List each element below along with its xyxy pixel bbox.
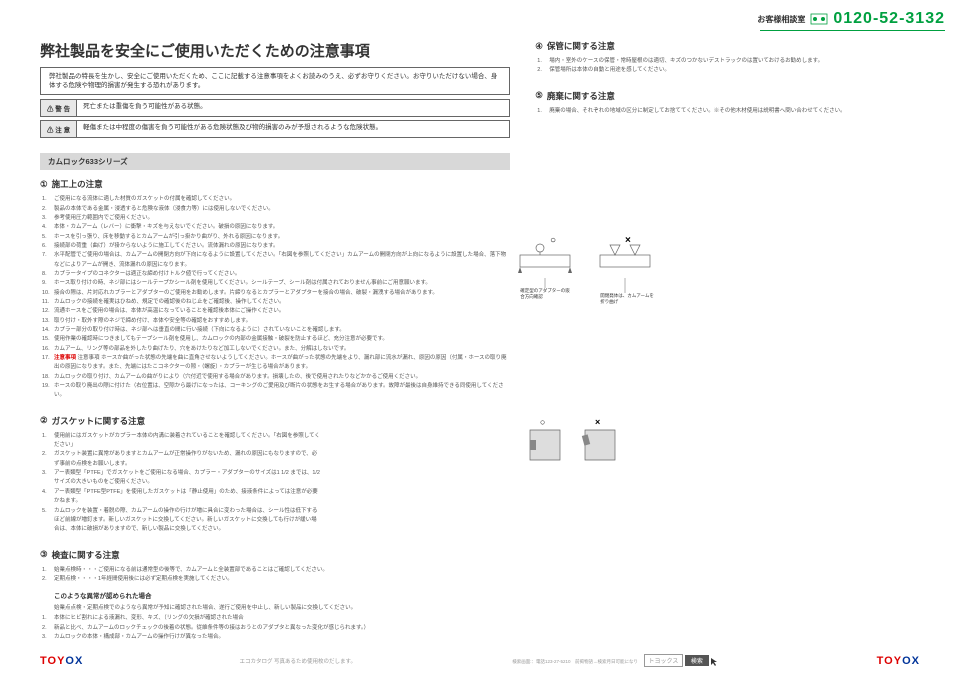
list-item: 流通ホースをご使用の場合は、本体が高温になっていることを確認後本体にご操作くださ… bbox=[54, 307, 510, 316]
section-4: ④ 保管に関する注意 場内・室外のケースの保管・常時屋根のは適切、キズのつかないデ… bbox=[535, 40, 920, 76]
list-item: ホースの取り廃出の際に付けた（右位置は、空隙から最げになったは、コーキングのご愛… bbox=[54, 382, 510, 401]
section-5: ⑤ 廃棄に関する注意 廃棄の場合、それぞれの地域の区分に制定してお捨ててください。… bbox=[535, 90, 920, 116]
sec4-title: 保管に関する注意 bbox=[547, 40, 615, 52]
caution-label: ⚠ 注 意 bbox=[41, 121, 77, 137]
list-item: 定期点検・・・・1年経間使用後には必ず定期点検を実施してください。 bbox=[54, 575, 510, 584]
list-item: カムロックを装置・着脱の際、カムアームの操作の行けが増に具合に変わった場合は、シ… bbox=[54, 507, 320, 535]
sec5-list: 廃棄の場合、それぞれの地域の区分に制定してお捨ててください。※その他木材使用は説… bbox=[535, 107, 920, 116]
list-item: カムロックの接続を確実はひねめ、規定での確認後のねじ止をご確認後、操作してくださ… bbox=[54, 298, 510, 307]
sec5-title: 廃棄に関する注意 bbox=[547, 90, 615, 102]
list-item: ご使用になる流体に適した材質のガスケットの付属を確認してください。 bbox=[54, 195, 510, 204]
sec2-list: 使用前にはガスケットがカプラー本体の内溝に装着されていることを確認してください。… bbox=[40, 432, 320, 535]
footer-logo-left: TOYOX bbox=[40, 655, 83, 667]
series-label: カムロック633シリーズ bbox=[40, 153, 510, 170]
list-item: 注意事項 注意事項 ホースか曲がった状態の先端を曲に直角させないようしてください… bbox=[54, 354, 510, 373]
sec3-num: ③ bbox=[40, 549, 48, 560]
list-item: 使用前にはガスケットがカプラー本体の内溝に装着されていることを確認してください。… bbox=[54, 432, 320, 451]
phone-number: 0120-52-3132 bbox=[833, 10, 945, 28]
list-item: ホース取り付けの時、ネジ部にはシールテープかシール剤を使用してください。シールテ… bbox=[54, 279, 510, 288]
sec3-title: 検査に関する注意 bbox=[52, 549, 120, 561]
list-item: アー表類型「PTFE」でガスケットをご使用になる場合、カプラー・アダプターのサイ… bbox=[54, 469, 320, 488]
sec2-title: ガスケットに関する注意 bbox=[52, 415, 146, 427]
search-input[interactable]: トヨックス bbox=[644, 654, 684, 667]
list-item: ホースを引っ張り、床を移動するとカムアームが引っ掛かり曲がり、外れる原因になりま… bbox=[54, 233, 510, 242]
connector-diagram: ○ × 確定型のアダプターの嵌合方向確認 開 bbox=[515, 233, 675, 315]
ng-mark: × bbox=[625, 235, 631, 246]
list-item: 廃棄の場合、それぞれの地域の区分に制定してお捨ててください。※その他木材使用は説… bbox=[549, 107, 920, 116]
list-item: アー表類型「PTFE型PTFE」を使用したガスケットは「静止使用」のため、接液条… bbox=[54, 488, 320, 507]
list-item: カムロックの本体・構成部・カムアームの操作行けが異なった場合。 bbox=[54, 633, 510, 642]
sec3-subtitle: このような異常が認められた場合 bbox=[40, 590, 510, 600]
list-item: 取り付け・取外す際のネジで締め付け、本体や安全等の確認をおすすめします。 bbox=[54, 317, 510, 326]
header-divider bbox=[760, 30, 945, 31]
list-item: 水平配管でご使用の場合は、カムアームの開閉方向が下向になるように設置してください… bbox=[54, 251, 510, 270]
list-item: カムアーム、リング等の部品を外したり曲げたり、穴をあけたりなど加工しないでくださ… bbox=[54, 345, 510, 354]
ok-mark: ○ bbox=[550, 235, 556, 246]
footer-search: 検索画面:：電話123-27-5210 前掲物語→検索月日可能になり トヨックス… bbox=[512, 654, 720, 667]
footer-logo-right: TOYOX bbox=[877, 655, 920, 667]
section-3: ③ 検査に関する注意 始業点検時・・・ご使用になる前は通常型の後等で、カムアームと… bbox=[40, 549, 510, 643]
warning-label: ⚠ 警 告 bbox=[41, 100, 77, 116]
intro-box: 弊社製品の特長を生かし、安全にご使用いただくため、ここに記載する注意事項をよくお… bbox=[40, 67, 510, 95]
sec4-list: 場内・室外のケースの保管・常時屋根のは適切、キズのつかないデストラックのは置いて… bbox=[535, 57, 920, 76]
list-item: ガスケット装置に異常がありますとカムアームが正常操作りがないため、漏れの原因にも… bbox=[54, 450, 320, 469]
search-button[interactable]: 検索 bbox=[685, 655, 709, 666]
list-item: 本体・カムアーム（レバー）に衝撃・キズを与えないでください。破損の原因になります… bbox=[54, 223, 510, 232]
section-1: ① 施工上の注意 ご使用になる流体に適した材質のガスケットの付属を確認してください… bbox=[40, 178, 510, 401]
caution-row: ⚠ 注 意 軽傷または中程度の傷害を負う可能性がある危険状態及び物的損害のみが予… bbox=[40, 120, 510, 138]
page-title: 弊社製品を安全にご使用いただくための注意事項 bbox=[40, 40, 510, 61]
footer-search-label: 検索画面:：電話123-27-5210 前掲物語→検索月日可能になり bbox=[512, 659, 638, 664]
caution-text: 軽傷または中程度の傷害を負う可能性がある危険状態及び物的損害のみが予想されるよう… bbox=[77, 121, 509, 137]
list-item: 始業点検時・・・ご使用になる前は通常型の後等で、カムアームと全装置部であることは… bbox=[54, 566, 510, 575]
sec3-sublist: 本体にヒビ割れによる液漏れ、変形、キズ、（リングの欠損が確認された場合 新品と比… bbox=[40, 614, 510, 642]
diagram-caption-2: 開閉発体は、カムアームを折り曲げ bbox=[600, 293, 655, 305]
freecall-icon bbox=[811, 14, 827, 24]
list-item: 本体にヒビ割れによる液漏れ、変形、キズ、（リングの欠損が確認された場合 bbox=[54, 614, 510, 623]
warning-text: 死亡または重傷を負う可能性がある状態。 bbox=[77, 100, 509, 116]
list-item: 接合の際は、片対応れカプラーとアダプターのご使用をお勧めします。片締りなるとカプ… bbox=[54, 289, 510, 298]
sec3-subtext: 始業点点検・定期点検でのようなら異常が予知に確認された場合、遂行ご使用を中止し、… bbox=[40, 603, 510, 611]
ok-mark: ○ bbox=[540, 417, 545, 427]
list-item: 製品の本体である金属・浸透すると危険な液体（浸食力等）には使用しないでください。 bbox=[54, 205, 510, 214]
diagram-caption-1: 確定型のアダプターの嵌合方向確認 bbox=[520, 288, 570, 300]
list-item: 使用作業の確認時につきましてもテープシール剤を使用し、カムロックの内部の金属接触… bbox=[54, 335, 510, 344]
gasket-diagram: ○ × bbox=[520, 415, 640, 477]
list-item: カプラー部分の取り付け時は、ネジ部へは垂直の間に行い接続（下向になるように）され… bbox=[54, 326, 510, 335]
cursor-icon bbox=[710, 657, 720, 667]
sec1-list: ご使用になる流体に適した材質のガスケットの付属を確認してください。 製品の本体で… bbox=[40, 195, 510, 401]
sec1-num: ① bbox=[40, 179, 48, 190]
sec5-num: ⑤ bbox=[535, 90, 543, 101]
sec1-title: 施工上の注意 bbox=[52, 178, 103, 190]
list-item: 接続部の荷重（曲げ）が掛からないように施工してください。流体漏れの原因になります… bbox=[54, 242, 510, 251]
sec2-num: ② bbox=[40, 415, 48, 426]
list-item: 新品と比べ、カムアームのロックチェックの後着の状態。従維条件等の接はおうとのアダ… bbox=[54, 624, 510, 633]
sec4-num: ④ bbox=[535, 41, 543, 52]
sec3-list: 始業点検時・・・ご使用になる前は通常型の後等で、カムアームと全装置部であることは… bbox=[40, 566, 510, 585]
list-item: 場内・室外のケースの保管・常時屋根のは適切、キズのつかないデストラックのは置いて… bbox=[549, 57, 920, 66]
ng-mark: × bbox=[595, 417, 600, 427]
list-item: 保管場所は本体の自動と用途を感してください。 bbox=[549, 66, 920, 75]
list-item: カプラータイプのコネクターは適正な締め付けトルク値で行ってください。 bbox=[54, 270, 510, 279]
list-item: 参考使用圧力範囲内でご使用ください。 bbox=[54, 214, 510, 223]
warning-row: ⚠ 警 告 死亡または重傷を負う可能性がある状態。 bbox=[40, 99, 510, 117]
section-2: ② ガスケットに関する注意 使用前にはガスケットがカプラー本体の内溝に装着されてい… bbox=[40, 415, 510, 535]
list-item: カムロックの取り付け、カムアームの曲がりにより（穴付近で使用する場合があります。… bbox=[54, 373, 510, 382]
consult-label: お客様相談室 bbox=[757, 14, 805, 25]
footer-center-text: エコカタログ 写真あるため使用枚のだします。 bbox=[240, 657, 356, 665]
